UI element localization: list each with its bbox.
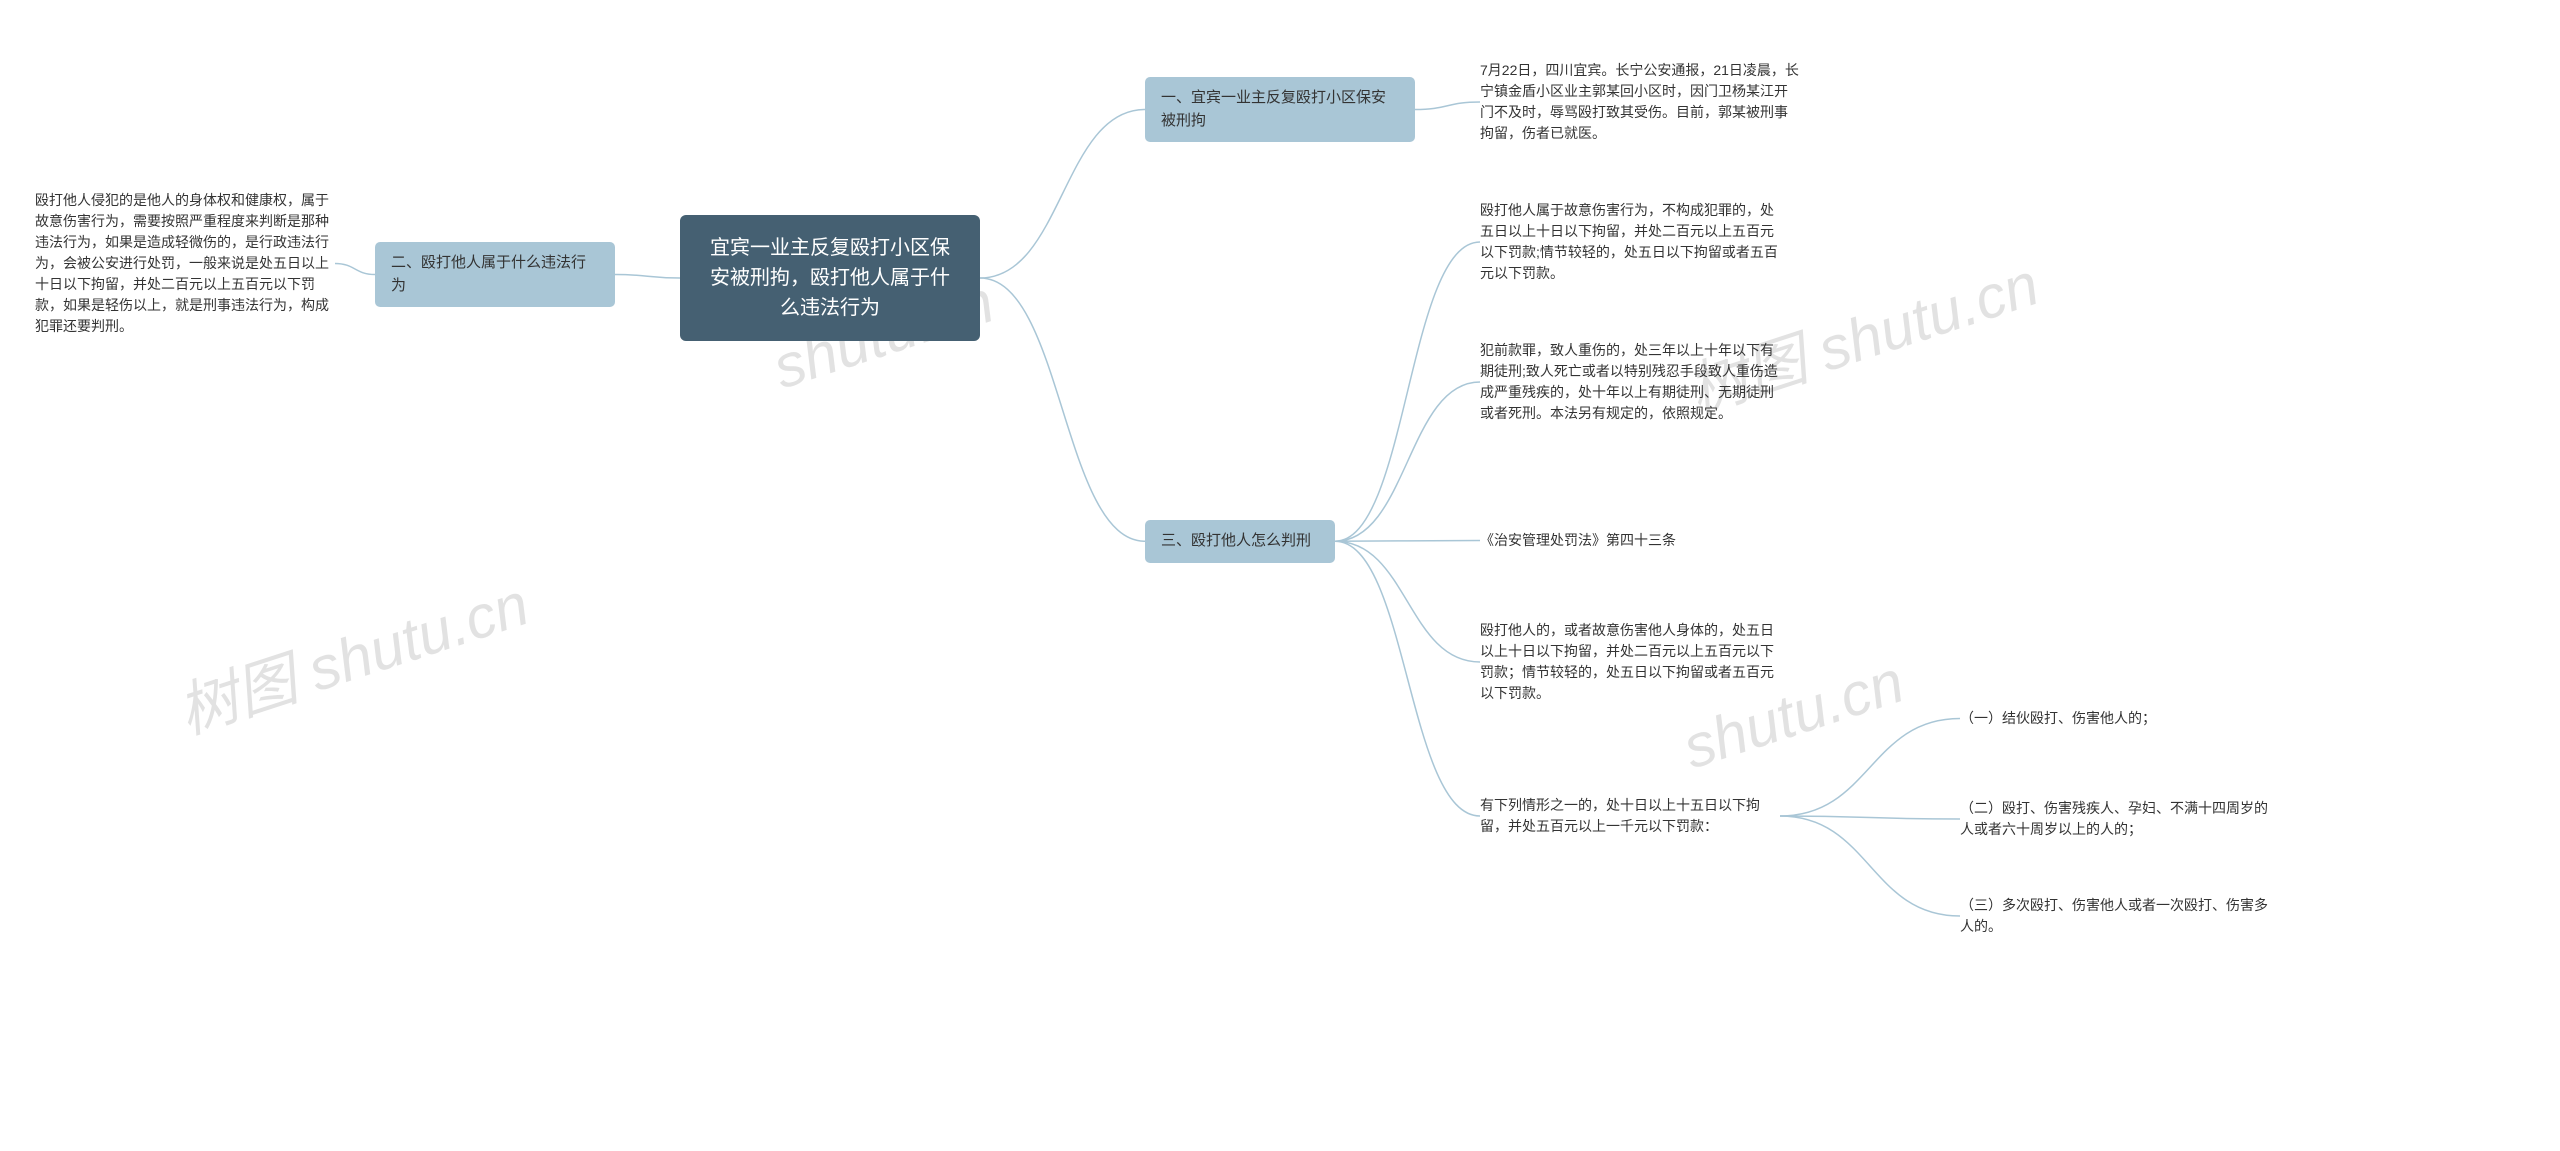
watermark: 树图 shutu.cn — [165, 556, 538, 751]
leaf-4: 犯前款罪，致人重伤的，处三年以上十年以下有期徒刑;致人死亡或者以特别残忍手段致人… — [1480, 340, 1780, 424]
leaf-5: 《治安管理处罚法》第四十三条 — [1480, 530, 1780, 551]
leaf-1: 7月22日，四川宜宾。长宁公安通报，21日凌晨，长宁镇金盾小区业主郭某回小区时，… — [1480, 60, 1800, 144]
branch-1: 一、宜宾一业主反复殴打小区保安被刑拘 — [1145, 77, 1415, 142]
branch-3: 三、殴打他人怎么判刑 — [1145, 520, 1335, 563]
leaf-2: 殴打他人侵犯的是他人的身体权和健康权，属于故意伤害行为，需要按照严重程度来判断是… — [35, 190, 335, 337]
leaf-7b: （二）殴打、伤害残疾人、孕妇、不满十四周岁的人或者六十周岁以上的人的； — [1960, 798, 2270, 840]
connector-layer — [0, 0, 2560, 1151]
leaf-7: 有下列情形之一的，处十日以上十五日以下拘留，并处五百元以上一千元以下罚款： — [1480, 795, 1780, 837]
root-node: 宜宾一业主反复殴打小区保安被刑拘，殴打他人属于什么违法行为 — [680, 215, 980, 341]
branch-2: 二、殴打他人属于什么违法行为 — [375, 242, 615, 307]
leaf-6: 殴打他人的，或者故意伤害他人身体的，处五日以上十日以下拘留，并处二百元以上五百元… — [1480, 620, 1780, 704]
leaf-3: 殴打他人属于故意伤害行为，不构成犯罪的，处五日以上十日以下拘留，并处二百元以上五… — [1480, 200, 1780, 284]
leaf-7c: （三）多次殴打、伤害他人或者一次殴打、伤害多人的。 — [1960, 895, 2270, 937]
leaf-7a: （一）结伙殴打、伤害他人的； — [1960, 708, 2260, 729]
